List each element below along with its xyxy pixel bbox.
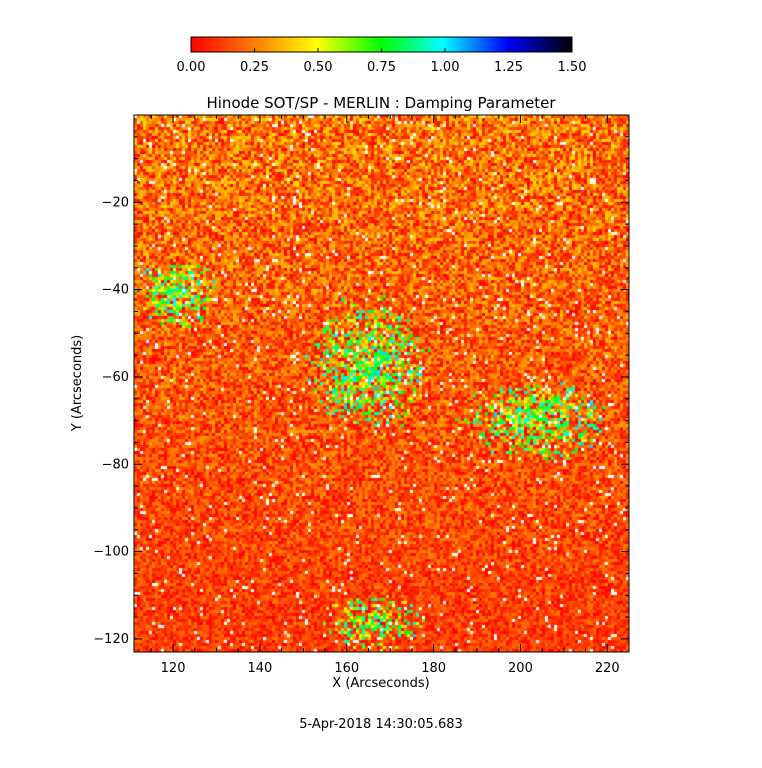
y-tick-label: −80 — [102, 457, 129, 472]
x-tick-label: 140 — [248, 661, 273, 676]
colorbar-ticks: 0.00 0.25 0.50 0.75 1.00 1.25 1.50 — [177, 48, 587, 75]
y-tick-label: −60 — [102, 370, 129, 385]
x-tick-label: 200 — [508, 661, 533, 676]
plot-frame — [133, 114, 630, 653]
colorbar-tick-label: 1.25 — [494, 60, 523, 75]
colorbar-tick-label: 0.25 — [240, 60, 269, 75]
x-tick-label: 180 — [421, 661, 446, 676]
y-axis: −20 −40 −60 −80 −100 −120 — [93, 136, 629, 647]
colorbar-tick-label: 0.50 — [304, 60, 333, 75]
colorbar-tick-label: 0.00 — [177, 60, 206, 75]
x-axis: 120 140 160 180 200 220 — [150, 115, 630, 676]
x-tick-label: 220 — [595, 661, 620, 676]
chart-title: Hinode SOT/SP - MERLIN : Damping Paramet… — [206, 94, 556, 112]
colorbar-tick-label: 1.00 — [431, 60, 460, 75]
y-tick-label: −40 — [102, 283, 129, 298]
heatmap-image — [134, 115, 629, 652]
colorbar-tick-label: 0.75 — [367, 60, 396, 75]
x-tick-label: 120 — [161, 661, 186, 676]
x-tick-label: 160 — [334, 661, 359, 676]
y-axis-label: Y (Arcseconds) — [70, 335, 85, 432]
colorbar-tick-label: 1.50 — [558, 60, 587, 75]
y-tick-label: −20 — [102, 195, 129, 210]
x-axis-label: X (Arcseconds) — [332, 676, 429, 691]
y-tick-label: −120 — [93, 632, 129, 647]
timestamp: 5-Apr-2018 14:30:05.683 — [299, 717, 463, 732]
y-tick-label: −100 — [93, 545, 129, 560]
heatmap-pixels — [134, 115, 629, 652]
